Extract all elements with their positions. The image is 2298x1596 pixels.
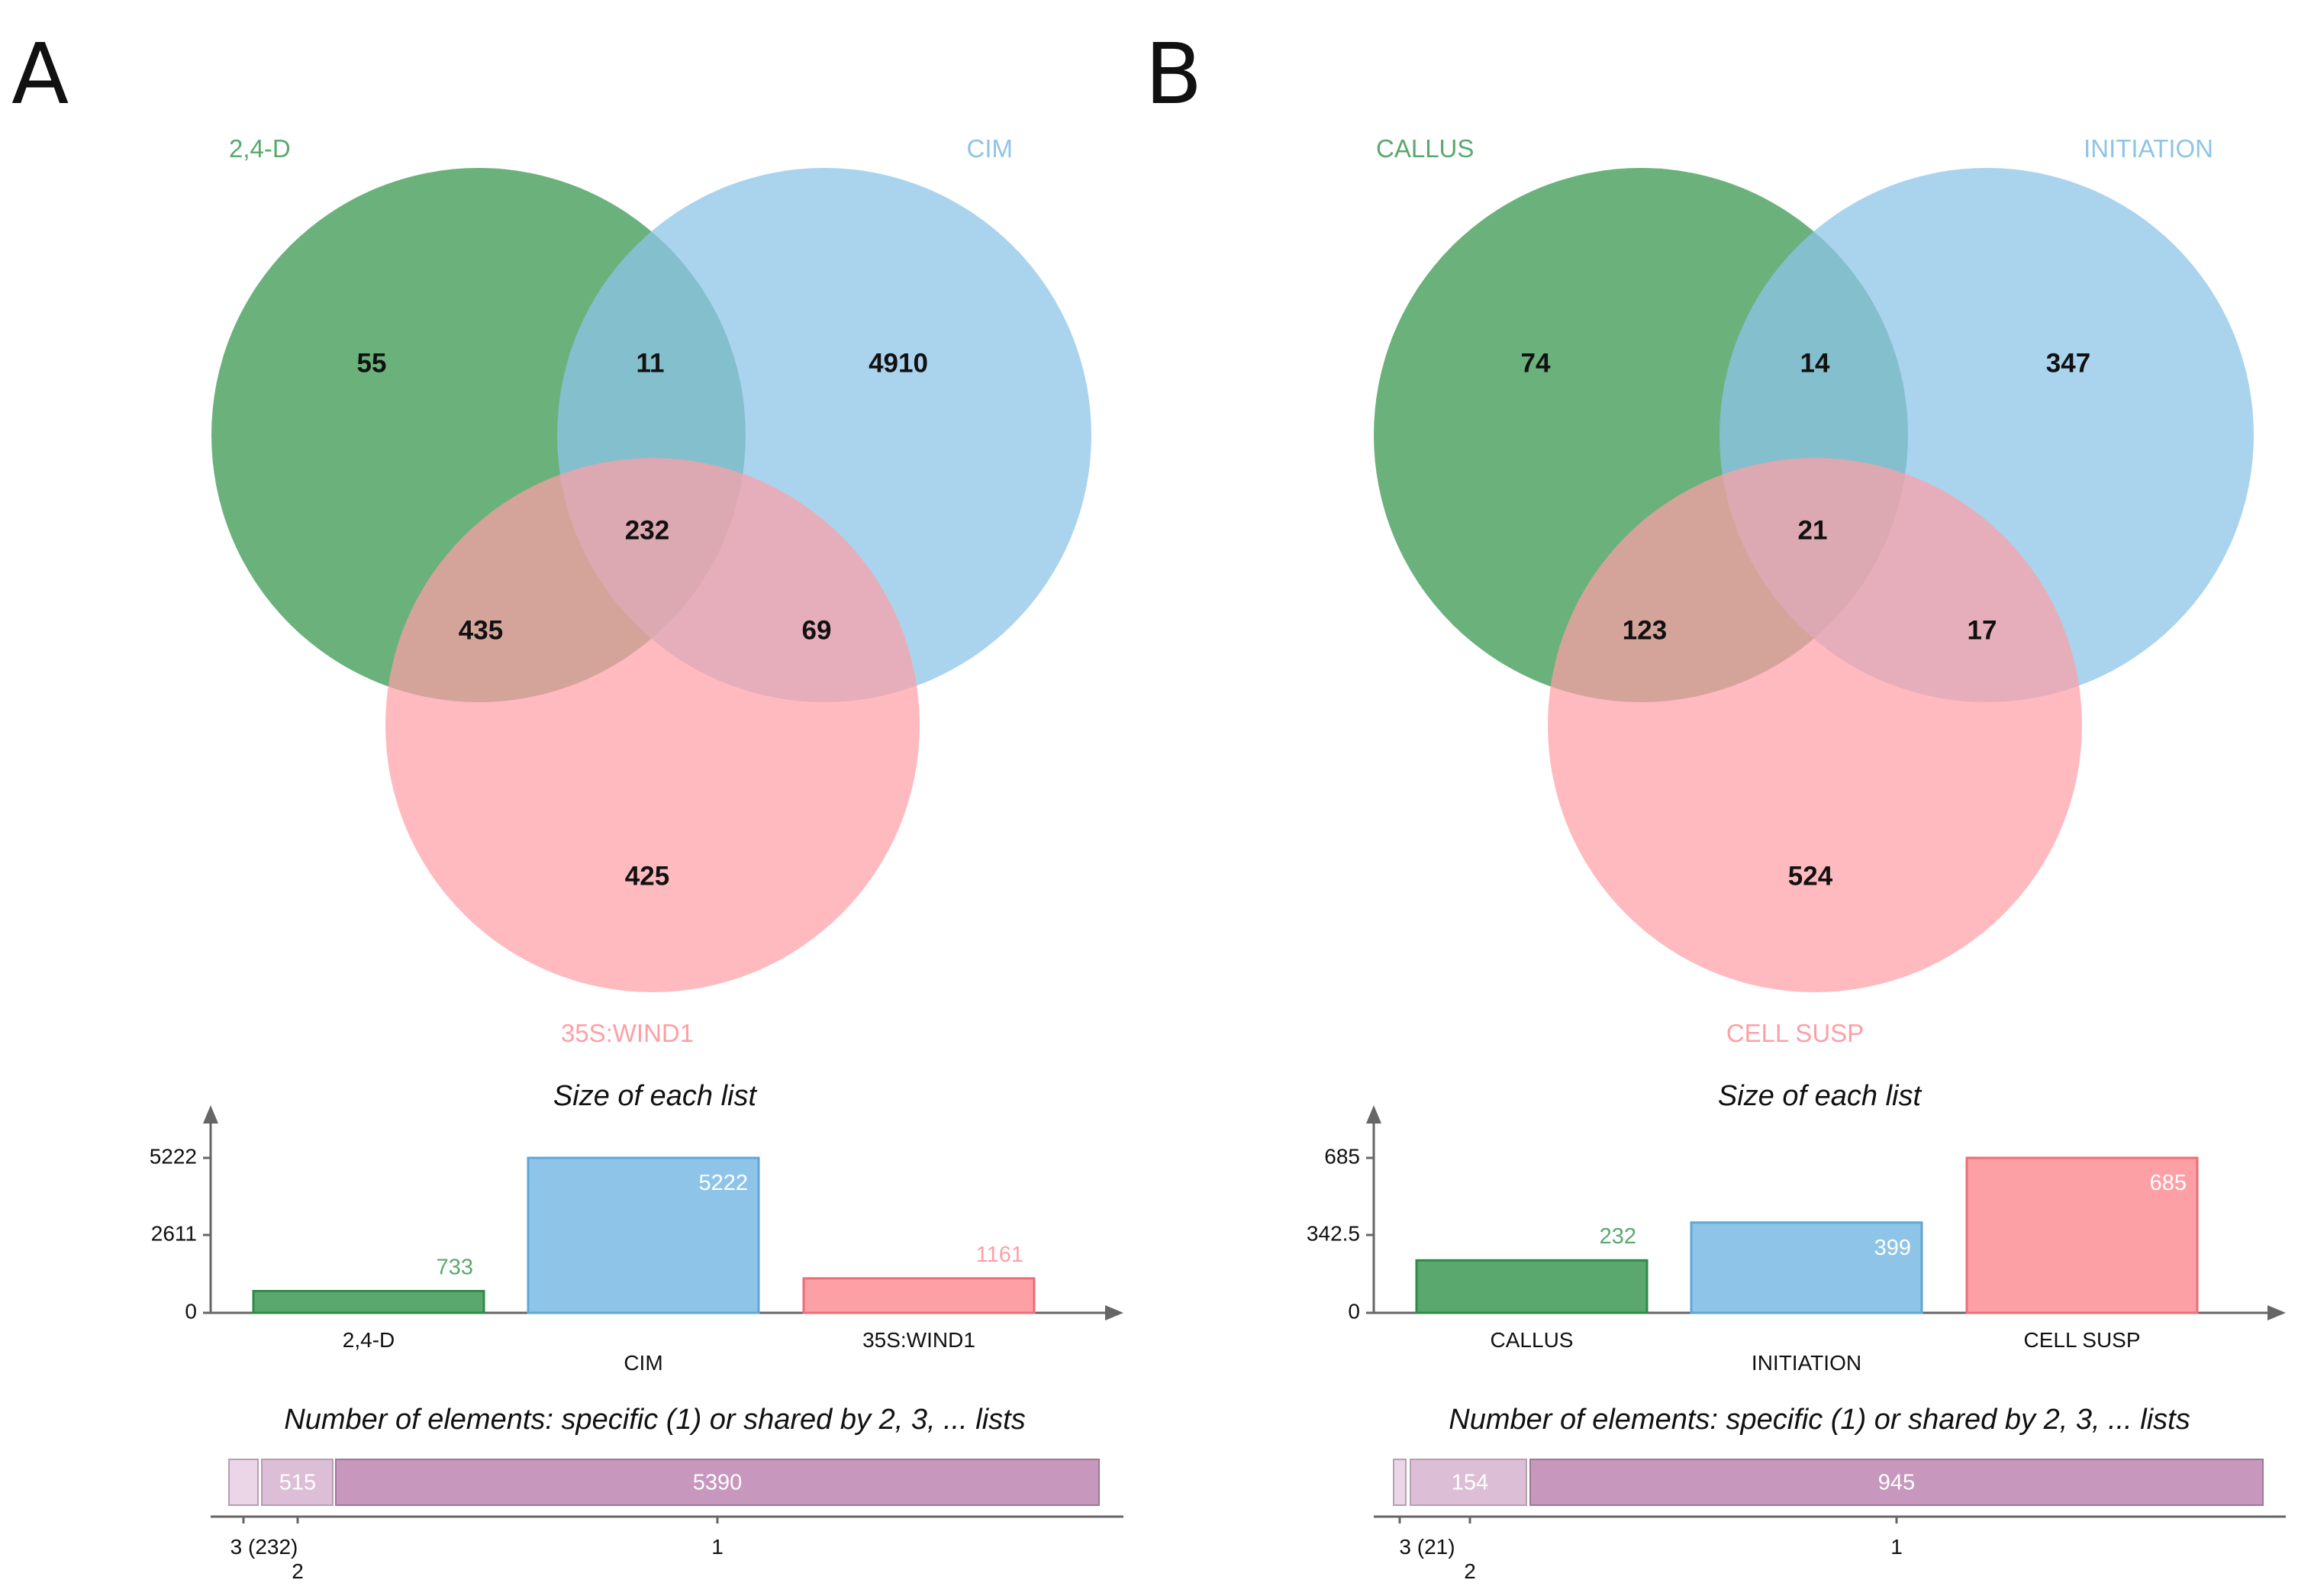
region-1-2-b: 14	[1800, 348, 1830, 378]
set-label-1-b: CALLUS	[1376, 134, 1474, 163]
shared-bar-3-b	[1393, 1459, 1407, 1506]
y-tick-mid-a: 2611	[151, 1221, 197, 1245]
shared-bar-2-b	[1410, 1459, 1527, 1506]
region-only-1-a: 55	[357, 348, 387, 378]
size-chart-b: Size of each list 685 342.5 0 232 399 68…	[1307, 1080, 2286, 1375]
shared-bar-1-b	[1529, 1459, 2264, 1506]
set-label-1-a: 2,4-D	[229, 134, 291, 163]
x-axis-arrow-b	[2267, 1305, 2286, 1320]
shared-label-2-a: 2	[292, 1559, 304, 1583]
region-only-3-b: 524	[1788, 861, 1833, 891]
panel-letter-b: B	[1145, 25, 1202, 123]
shared-bar-2-a	[261, 1459, 334, 1506]
shared-label-1-a: 1	[711, 1535, 724, 1559]
region-2-3-a: 69	[802, 615, 832, 645]
bar-value-set2-a: 5222	[698, 1171, 748, 1195]
panel-b: B CALLUS INITIATION CELL SUSP 74 14 347 …	[1145, 25, 2286, 1583]
shared-value-1-b: 945	[1878, 1471, 1915, 1495]
set-label-2-b: INITIATION	[2084, 134, 2213, 163]
size-chart-title-b: Size of each list	[1718, 1080, 1923, 1112]
region-all-a: 232	[625, 515, 669, 545]
category-label-3-a: 35S:WIND1	[862, 1328, 975, 1352]
y-tick-mid-b: 342.5	[1307, 1221, 1360, 1245]
region-1-3-a: 435	[459, 615, 503, 645]
bar-value-set3-a: 1161	[976, 1243, 1023, 1267]
bar-value-set1-b: 232	[1600, 1224, 1636, 1249]
shared-value-2-a: 515	[279, 1471, 316, 1495]
shared-chart-title-b: Number of elements: specific (1) or shar…	[1449, 1404, 2190, 1436]
y-tick-top-a: 5222	[150, 1144, 197, 1168]
shared-chart-b: Number of elements: specific (1) or shar…	[1374, 1404, 2286, 1583]
shared-bar-1-a	[335, 1459, 1100, 1506]
bar-value-set2-b: 399	[1874, 1236, 1911, 1260]
region-only-1-b: 74	[1521, 348, 1551, 378]
set-label-2-a: CIM	[967, 134, 1014, 163]
bar-set3-a	[802, 1277, 1036, 1314]
y-tick-zero-b: 0	[1348, 1299, 1360, 1323]
category-label-2-b: INITIATION	[1752, 1351, 1861, 1375]
venn-diagram-a: 2,4-D CIM 35S:WIND1 55 11 4910 232 435 6…	[211, 134, 1091, 1047]
bar-value-set1-a: 733	[437, 1256, 473, 1280]
panel-a: A 2,4-D CIM 35S:WIND1 55 11 4910 232 435…	[11, 25, 1123, 1583]
x-axis-arrow-a	[1105, 1305, 1123, 1320]
shared-value-2-b: 154	[1452, 1471, 1488, 1495]
region-1-2-a: 11	[637, 348, 665, 378]
category-label-1-a: 2,4-D	[343, 1328, 395, 1352]
size-chart-a: Size of each list 5222 2611 0 733 5222 1…	[150, 1080, 1123, 1375]
shared-label-3-a: 3 (232)	[230, 1535, 298, 1559]
shared-label-3-b: 3 (21)	[1399, 1535, 1455, 1559]
shared-chart-title-a: Number of elements: specific (1) or shar…	[284, 1404, 1026, 1436]
shared-bar-3-a	[228, 1459, 259, 1506]
region-only-2-b: 347	[2046, 348, 2090, 378]
category-label-1-b: CALLUS	[1491, 1328, 1574, 1352]
bar-set1-a	[252, 1290, 485, 1314]
region-1-3-b: 123	[1623, 615, 1667, 645]
bar-value-set3-b: 685	[2150, 1171, 2187, 1195]
bar-set2-a	[527, 1156, 760, 1314]
shared-value-1-a: 5390	[693, 1471, 743, 1495]
y-tick-zero-a: 0	[185, 1299, 197, 1323]
bar-set2-b	[1690, 1221, 1923, 1314]
shared-label-2-b: 2	[1464, 1559, 1476, 1583]
region-all-b: 21	[1798, 515, 1828, 545]
category-label-3-b: CELL SUSP	[2023, 1328, 2140, 1352]
y-tick-top-b: 685	[1324, 1144, 1360, 1168]
set-label-3-a: 35S:WIND1	[561, 1019, 694, 1047]
y-axis-arrow-b	[1366, 1105, 1381, 1124]
region-only-3-a: 425	[625, 861, 669, 891]
venn-circle-set3-b	[1548, 458, 2082, 992]
shared-label-1-b: 1	[1890, 1535, 1903, 1559]
bar-set3-b	[1965, 1156, 2199, 1314]
region-2-3-b: 17	[1968, 615, 1997, 645]
shared-chart-a: Number of elements: specific (1) or shar…	[211, 1404, 1123, 1583]
venn-diagram-b: CALLUS INITIATION CELL SUSP 74 14 347 21…	[1374, 134, 2254, 1047]
category-label-2-a: CIM	[624, 1351, 662, 1375]
bar-set1-b	[1415, 1259, 1649, 1314]
panel-letter-a: A	[11, 25, 69, 123]
region-only-2-a: 4910	[869, 348, 928, 378]
y-axis-arrow-a	[203, 1105, 218, 1124]
venn-circle-set3-a	[385, 458, 920, 992]
set-label-3-b: CELL SUSP	[1726, 1019, 1864, 1047]
size-chart-title-a: Size of each list	[553, 1080, 758, 1112]
